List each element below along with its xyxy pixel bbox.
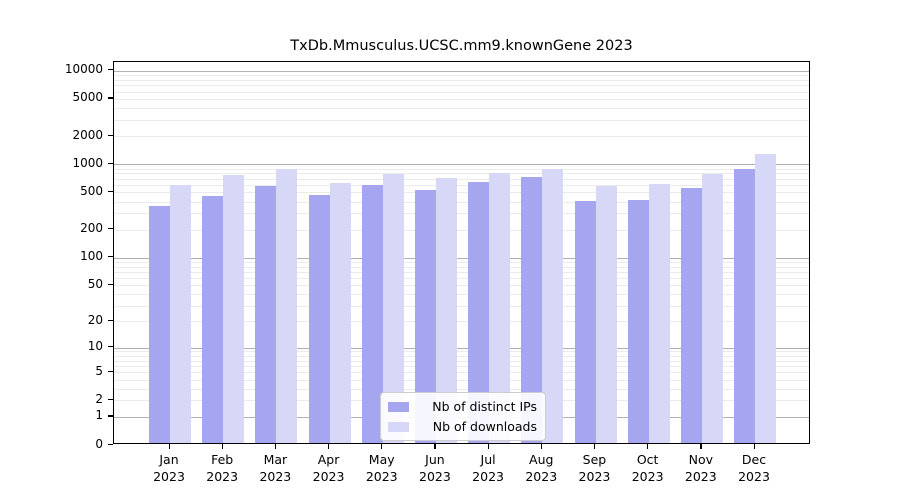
chart-title: TxDb.Mmusculus.UCSC.mm9.knownGene 2023 bbox=[290, 38, 633, 54]
y-tick-label: 1000 bbox=[72, 155, 103, 170]
bar-downloads-oct bbox=[648, 183, 670, 443]
y-tick-label: 500 bbox=[80, 183, 103, 198]
y-tick-label: 10000 bbox=[64, 62, 103, 77]
bar-downloads-sep bbox=[595, 185, 617, 443]
x-tick-label-oct: Oct 2023 bbox=[631, 452, 664, 484]
x-tick-mark bbox=[647, 444, 649, 449]
bar-distinct-ips-feb bbox=[202, 195, 224, 443]
bar-distinct-ips-jul bbox=[468, 182, 490, 443]
x-tick-label-nov: Nov 2023 bbox=[684, 452, 717, 484]
x-tick-label-jan: Jan 2023 bbox=[153, 452, 185, 484]
bar-downloads-nov bbox=[701, 173, 723, 443]
x-tick-label-mar: Mar 2023 bbox=[259, 452, 292, 484]
x-tick-label-may: May 2023 bbox=[365, 452, 398, 484]
gridline-major bbox=[114, 164, 809, 166]
bar-distinct-ips-mar bbox=[255, 185, 277, 443]
y-tick-label: 100 bbox=[80, 248, 103, 263]
bar-distinct-ips-aug bbox=[521, 177, 543, 443]
legend-swatch-downloads bbox=[388, 421, 409, 432]
gridline-minor bbox=[114, 168, 809, 170]
y-tick-mark bbox=[108, 443, 113, 445]
bar-downloads-dec bbox=[755, 153, 776, 443]
x-tick-mark bbox=[274, 444, 277, 449]
legend-entry-downloads: Nb of downloads bbox=[388, 418, 537, 435]
gridline-minor bbox=[114, 99, 809, 100]
x-tick-mark bbox=[700, 444, 702, 449]
x-tick-label-feb: Feb 2023 bbox=[206, 452, 239, 484]
bar-downloads-may bbox=[382, 174, 404, 443]
y-tick-label: 2 bbox=[95, 391, 103, 406]
y-tick-mark bbox=[108, 415, 113, 417]
y-tick-mark bbox=[108, 283, 113, 285]
plot-area: Nb of distinct IPs Nb of downloads bbox=[113, 61, 810, 444]
bar-distinct-ips-may bbox=[361, 185, 383, 443]
bar-downloads-aug bbox=[542, 168, 564, 443]
y-tick-mark bbox=[108, 346, 113, 348]
legend-entry-distinct-ips: Nb of distinct IPs bbox=[388, 398, 537, 415]
bar-downloads-jan bbox=[170, 184, 191, 443]
x-tick-mark bbox=[753, 444, 755, 449]
y-tick-mark bbox=[108, 370, 113, 372]
y-tick-label: 0 bbox=[95, 436, 103, 451]
bar-downloads-jun bbox=[435, 178, 457, 443]
x-tick-mark bbox=[487, 444, 489, 449]
gridline-minor bbox=[114, 108, 809, 109]
y-tick-label: 1 bbox=[95, 408, 103, 423]
gridline-minor bbox=[114, 119, 809, 121]
y-tick-label: 2000 bbox=[72, 127, 103, 142]
x-tick-label-apr: Apr 2023 bbox=[312, 452, 345, 484]
x-tick-mark bbox=[328, 444, 330, 449]
y-tick-mark bbox=[108, 134, 113, 136]
y-tick-label: 5000 bbox=[72, 90, 103, 105]
x-tick-mark bbox=[434, 444, 436, 449]
bar-downloads-apr bbox=[329, 183, 351, 443]
legend-swatch-distinct-ips bbox=[388, 401, 409, 412]
legend-label-distinct-ips: Nb of distinct IPs bbox=[432, 399, 537, 414]
x-tick-label-jul: Jul 2023 bbox=[472, 452, 504, 484]
y-tick-mark bbox=[108, 69, 113, 71]
y-tick-mark bbox=[108, 190, 113, 193]
bar-downloads-mar bbox=[276, 169, 298, 443]
legend: Nb of distinct IPs Nb of downloads bbox=[380, 392, 546, 441]
y-tick-mark bbox=[108, 319, 113, 321]
y-tick-mark bbox=[108, 162, 113, 164]
bar-distinct-ips-dec bbox=[734, 168, 755, 443]
bar-distinct-ips-apr bbox=[308, 194, 330, 443]
gridline-major bbox=[114, 70, 809, 72]
x-tick-mark bbox=[381, 444, 383, 449]
x-tick-label-jun: Jun 2023 bbox=[419, 452, 451, 484]
y-tick-label: 5 bbox=[95, 363, 103, 378]
gridline-minor bbox=[114, 136, 809, 138]
gridline-minor bbox=[114, 79, 809, 81]
y-tick-mark bbox=[108, 228, 113, 230]
gridline-minor bbox=[114, 75, 809, 77]
bar-downloads-jul bbox=[489, 172, 511, 443]
gridline-minor bbox=[114, 91, 809, 93]
bar-distinct-ips-jan bbox=[149, 205, 170, 443]
x-tick-mark bbox=[221, 444, 223, 449]
bar-distinct-ips-jun bbox=[414, 189, 436, 443]
x-tick-label-dec: Dec 2023 bbox=[738, 452, 770, 484]
x-tick-mark bbox=[593, 444, 596, 449]
y-tick-mark bbox=[108, 398, 113, 401]
x-tick-mark bbox=[540, 444, 542, 449]
y-tick-mark bbox=[108, 97, 113, 99]
x-tick-label-sep: Sep 2023 bbox=[578, 452, 611, 484]
x-tick-label-aug: Aug 2023 bbox=[525, 452, 558, 484]
y-tick-label: 10 bbox=[87, 339, 103, 354]
gridline-minor bbox=[114, 85, 809, 87]
bar-distinct-ips-oct bbox=[627, 199, 649, 443]
x-tick-mark bbox=[168, 444, 170, 449]
y-tick-label: 200 bbox=[80, 221, 103, 236]
y-tick-mark bbox=[108, 255, 113, 258]
y-tick-label: 50 bbox=[87, 276, 103, 291]
legend-label-downloads: Nb of downloads bbox=[432, 419, 537, 434]
y-tick-label: 20 bbox=[87, 312, 103, 327]
bar-downloads-feb bbox=[223, 175, 245, 443]
bar-distinct-ips-sep bbox=[574, 201, 596, 443]
bar-distinct-ips-nov bbox=[680, 188, 702, 443]
